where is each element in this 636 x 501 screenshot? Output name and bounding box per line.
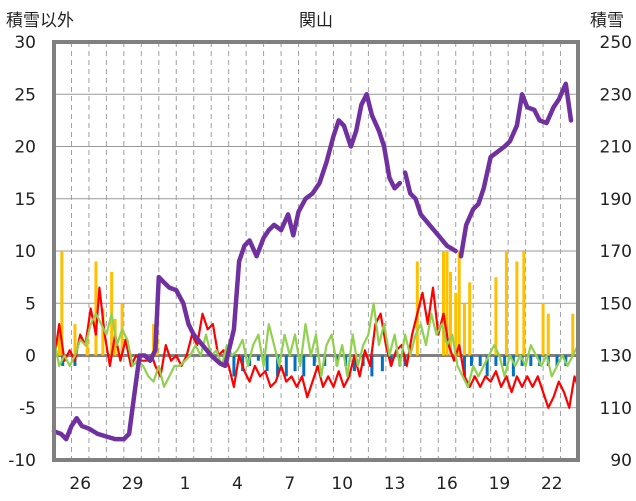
orange-bar <box>504 251 508 356</box>
blue-bar <box>511 355 515 377</box>
orange-bar <box>445 251 449 356</box>
blue-bar <box>469 355 473 366</box>
blue-bar <box>232 355 236 377</box>
orange-bar <box>448 271 452 356</box>
blue-bar <box>462 355 466 377</box>
blue-bar <box>352 355 356 372</box>
orange-bar <box>101 308 105 356</box>
orange-bar <box>73 324 77 356</box>
x-tick-label: 26 <box>69 474 91 494</box>
blue-bar <box>276 355 280 377</box>
blue-bar <box>478 355 482 366</box>
orange-bar <box>541 303 545 356</box>
snow_depth-line <box>51 92 403 442</box>
blue-bar <box>256 355 260 361</box>
x-tick-label: 1 <box>180 474 191 494</box>
orange-bar <box>60 251 64 356</box>
blue-bar <box>293 355 297 372</box>
chart-title: 関山 <box>299 11 333 31</box>
x-tick-label: 16 <box>436 474 458 494</box>
orange-bar <box>57 334 61 356</box>
blue-bar <box>284 355 288 377</box>
left-tick-label: 25 <box>14 85 36 105</box>
right-tick-label: 190 <box>600 190 632 210</box>
orange-bar <box>468 282 472 356</box>
right-tick-label: 170 <box>600 242 632 262</box>
orange-bar <box>546 313 550 356</box>
left-tick-label: 0 <box>25 347 36 367</box>
blue-bar <box>503 355 507 366</box>
right-tick-label: 130 <box>600 347 632 367</box>
right-tick-label: 90 <box>610 451 632 471</box>
right-axis-title: 積雪 <box>590 11 624 31</box>
series-lines <box>51 81 580 442</box>
x-tick-label: 10 <box>331 474 353 494</box>
blue-bar <box>312 355 316 366</box>
left-tick-label: -5 <box>19 399 36 419</box>
blue-bar <box>485 355 489 377</box>
plot-frame <box>52 40 580 462</box>
orange-bar <box>85 334 89 356</box>
blue-bar <box>302 355 306 377</box>
blue-bar <box>265 355 269 372</box>
left-tick-label: 15 <box>14 190 36 210</box>
left-tick-label: 5 <box>25 294 36 314</box>
x-tick-label: 29 <box>122 474 144 494</box>
right-tick-label: 110 <box>600 399 632 419</box>
x-tick-label: 4 <box>232 474 243 494</box>
blue-bar <box>370 355 374 377</box>
left-axis-title: 積雪以外 <box>6 11 74 31</box>
blue-bar <box>380 355 384 372</box>
orange-bar <box>522 251 526 356</box>
orange-bar <box>494 277 498 356</box>
x-tick-label: 19 <box>489 474 511 494</box>
light_green-line <box>52 302 580 388</box>
orange-bar <box>462 303 466 356</box>
left-tick-label: -10 <box>8 451 36 471</box>
orange-bar <box>442 251 446 356</box>
left-tick-label: 20 <box>14 138 36 158</box>
blue-bar <box>555 355 559 366</box>
blue-bar <box>494 355 498 366</box>
snow_depth-line <box>458 81 574 259</box>
orange-bar <box>94 261 98 356</box>
left-tick-label: 30 <box>14 33 36 53</box>
right-tick-label: 250 <box>600 33 632 53</box>
blue-bar <box>389 355 393 366</box>
orange-bar <box>454 292 458 356</box>
x-tick-label: 13 <box>384 474 406 494</box>
right-tick-label: 150 <box>600 294 632 314</box>
orange-bar <box>571 313 575 356</box>
orange-bar <box>457 251 461 356</box>
blue-bar <box>529 355 533 366</box>
snow_depth-line <box>402 170 458 254</box>
x-tick-label: 22 <box>541 474 563 494</box>
right-tick-label: 210 <box>600 138 632 158</box>
right-tick-label: 230 <box>600 85 632 105</box>
orange-bar <box>415 261 419 356</box>
bars-layer <box>57 251 575 377</box>
x-tick-label: 7 <box>284 474 295 494</box>
left-tick-label: 10 <box>14 242 36 262</box>
orange-bar <box>515 261 519 356</box>
tick-labels: 302520151050-5-1025023021019017015013011… <box>8 33 632 494</box>
